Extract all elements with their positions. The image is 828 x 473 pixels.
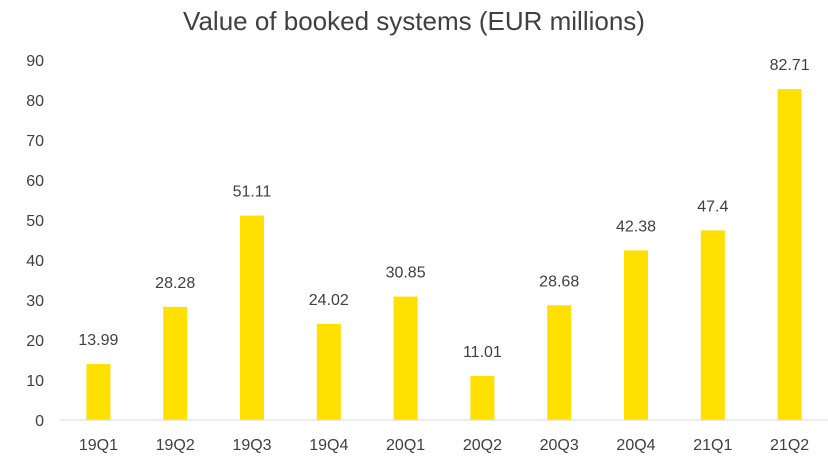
x-tick-label: 19Q4 — [309, 437, 348, 454]
x-tick-label: 19Q3 — [232, 437, 271, 454]
data-label: 82.71 — [770, 57, 810, 74]
y-tick-label: 90 — [26, 53, 44, 70]
bar — [86, 364, 111, 420]
x-axis-labels: 19Q1 19Q2 19Q3 19Q4 20Q1 20Q2 20Q3 20Q4 21Q1 21Q2 — [79, 437, 809, 454]
bar — [163, 306, 188, 420]
y-tick-label: 70 — [26, 133, 44, 150]
y-tick-label: 80 — [26, 93, 44, 110]
x-tick-label: 20Q3 — [540, 437, 579, 454]
data-label: 28.68 — [539, 273, 579, 290]
data-label: 30.85 — [386, 265, 426, 282]
data-label: 47.4 — [697, 198, 728, 215]
data-label: 13.99 — [78, 332, 118, 349]
x-tick-label: 21Q2 — [770, 437, 809, 454]
x-tick-label: 20Q1 — [386, 437, 425, 454]
bar — [240, 215, 264, 420]
x-tick-label: 19Q2 — [156, 437, 195, 454]
data-label: 11.01 — [463, 344, 502, 361]
chart-title: Value of booked systems (EUR millions) — [183, 6, 645, 36]
data-label: 42.38 — [616, 218, 656, 235]
x-tick-label: 21Q1 — [693, 437, 732, 454]
data-label: 51.11 — [233, 184, 272, 201]
y-tick-label: 60 — [26, 173, 44, 190]
bar — [316, 323, 341, 420]
y-tick-label: 50 — [26, 213, 44, 230]
y-tick-label: 10 — [26, 373, 44, 390]
data-label: 24.02 — [309, 292, 349, 309]
bar — [777, 89, 802, 420]
x-tick-label: 20Q4 — [616, 437, 655, 454]
y-axis-ticks: 0 10 20 30 40 50 60 70 80 90 — [26, 53, 44, 430]
bar — [393, 296, 418, 420]
bar — [700, 230, 725, 420]
data-label: 28.28 — [155, 275, 195, 292]
data-labels: 13.99 28.28 51.11 24.02 30.85 11.01 28.68 42.38… — [78, 57, 809, 361]
bars — [86, 89, 802, 420]
y-tick-label: 20 — [26, 333, 44, 350]
y-tick-label: 30 — [26, 293, 44, 310]
y-tick-label: 0 — [35, 413, 44, 430]
y-tick-label: 40 — [26, 253, 44, 270]
bar — [624, 250, 648, 420]
x-tick-label: 19Q1 — [79, 437, 118, 454]
x-tick-label: 20Q2 — [463, 437, 502, 454]
bar — [470, 375, 495, 420]
bar — [547, 305, 572, 420]
